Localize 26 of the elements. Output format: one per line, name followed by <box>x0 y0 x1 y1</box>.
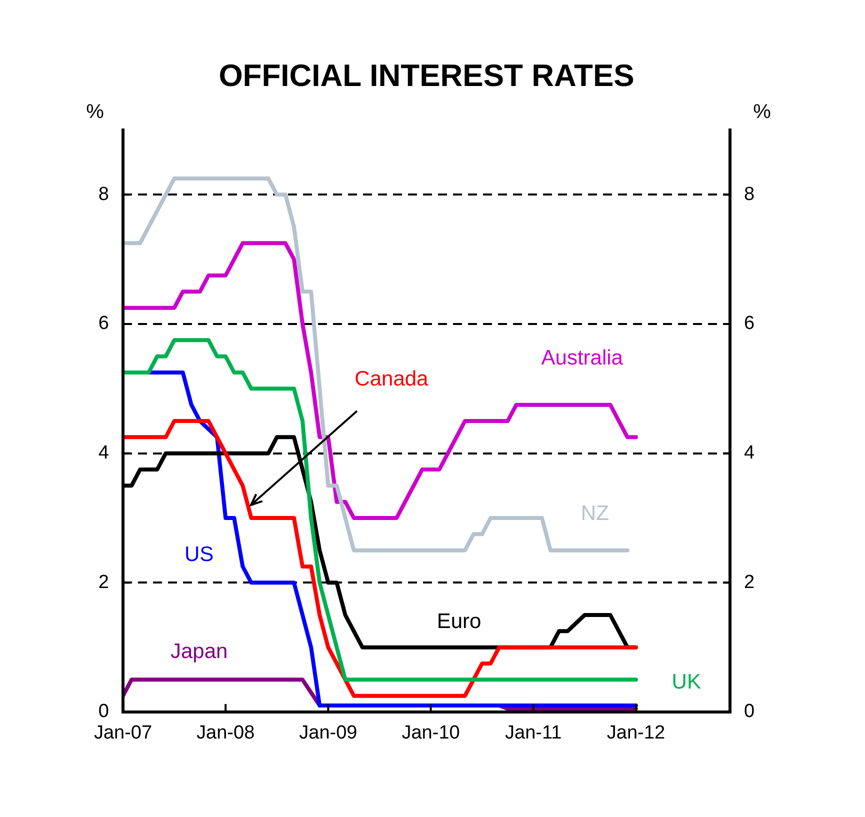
y2-tick-label: 2 <box>744 572 755 593</box>
x-tick-label: Jan-09 <box>299 722 358 744</box>
x-tick-label: Jan-08 <box>196 722 255 744</box>
y2-tick-label: 8 <box>744 184 755 205</box>
y-tick-label: 2 <box>98 572 109 593</box>
x-tick-label: Jan-07 <box>94 722 152 744</box>
y2-tick-label: 6 <box>744 313 755 334</box>
y-axis-title: % <box>86 101 104 123</box>
y-tick-label: 8 <box>98 184 109 205</box>
series-label: US <box>184 542 214 566</box>
y2-tick-label: 0 <box>744 701 755 722</box>
chart-title: OFFICIAL INTEREST RATES <box>218 58 634 93</box>
y-tick-label: 6 <box>98 313 109 334</box>
y2-axis-title: % <box>753 101 772 123</box>
x-tick-label: Jan-12 <box>606 722 666 744</box>
series-label: Japan <box>170 640 228 663</box>
x-tick-label: Jan-10 <box>402 722 460 744</box>
series-label: Australia <box>541 346 624 370</box>
x-tick-label: Jan-11 <box>505 722 562 744</box>
series-label: UK <box>672 670 701 694</box>
y2-tick-label: 4 <box>744 442 755 464</box>
text: Canada <box>354 368 429 391</box>
series-label: Euro <box>436 610 482 634</box>
y-tick-label: 0 <box>98 701 109 722</box>
y-tick-label: 4 <box>98 442 110 464</box>
series-label: NZ <box>580 502 610 526</box>
